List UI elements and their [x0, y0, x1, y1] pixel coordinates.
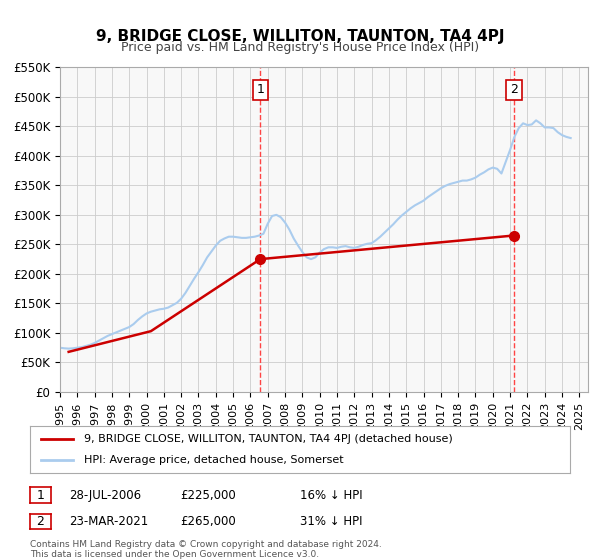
Text: 9, BRIDGE CLOSE, WILLITON, TAUNTON, TA4 4PJ: 9, BRIDGE CLOSE, WILLITON, TAUNTON, TA4 … [96, 29, 504, 44]
Text: £265,000: £265,000 [180, 515, 236, 529]
Text: 28-JUL-2006: 28-JUL-2006 [69, 489, 141, 502]
Text: Price paid vs. HM Land Registry's House Price Index (HPI): Price paid vs. HM Land Registry's House … [121, 41, 479, 54]
Text: 1: 1 [256, 83, 264, 96]
Text: £225,000: £225,000 [180, 489, 236, 502]
Text: 31% ↓ HPI: 31% ↓ HPI [300, 515, 362, 529]
Text: 9, BRIDGE CLOSE, WILLITON, TAUNTON, TA4 4PJ (detached house): 9, BRIDGE CLOSE, WILLITON, TAUNTON, TA4 … [84, 434, 453, 444]
Text: This data is licensed under the Open Government Licence v3.0.: This data is licensed under the Open Gov… [30, 550, 319, 559]
Text: 2: 2 [510, 83, 518, 96]
Text: HPI: Average price, detached house, Somerset: HPI: Average price, detached house, Some… [84, 455, 344, 465]
Text: 16% ↓ HPI: 16% ↓ HPI [300, 489, 362, 502]
Text: 23-MAR-2021: 23-MAR-2021 [69, 515, 148, 529]
Text: Contains HM Land Registry data © Crown copyright and database right 2024.: Contains HM Land Registry data © Crown c… [30, 540, 382, 549]
Text: 2: 2 [37, 515, 44, 528]
Text: 1: 1 [37, 488, 44, 502]
